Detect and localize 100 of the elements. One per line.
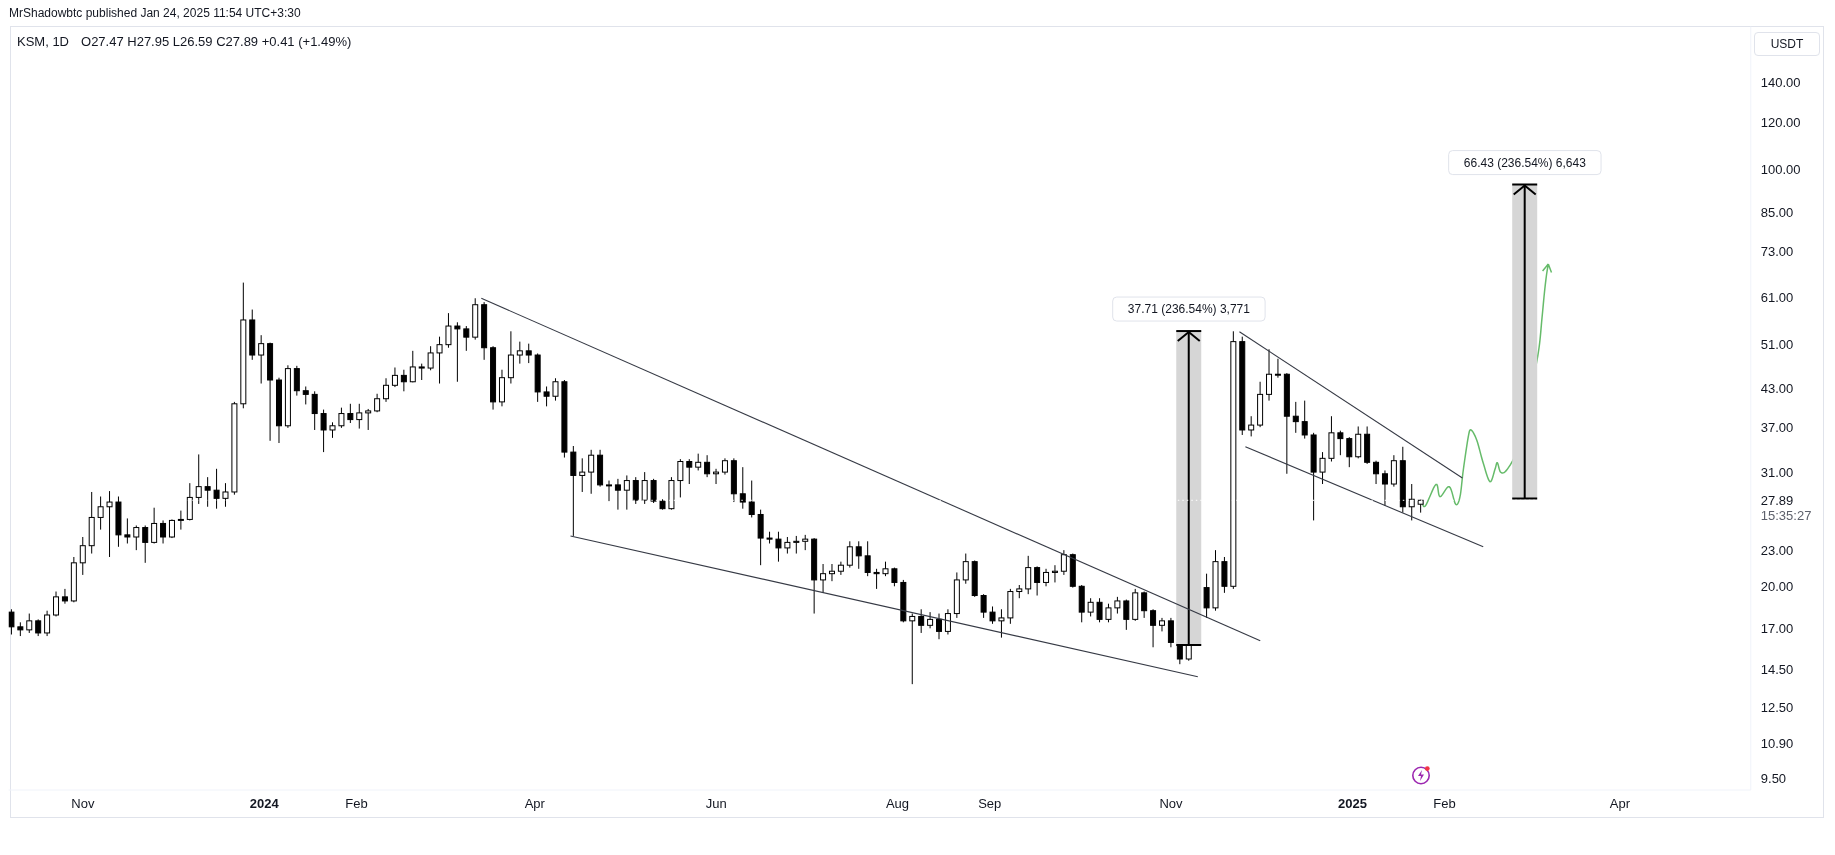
candlestick (1025, 555, 1032, 595)
y-tick-label: 51.00 (1760, 336, 1794, 352)
y-tick-label: 23.00 (1760, 542, 1794, 558)
candlestick (543, 385, 550, 407)
candlestick (704, 454, 711, 478)
candlestick (855, 540, 862, 570)
x-tick-label: Apr (524, 795, 546, 811)
y-tick-label: 14.50 (1760, 661, 1794, 677)
candlestick (677, 458, 684, 498)
candlestick (1292, 401, 1299, 434)
candlestick (507, 330, 514, 385)
y-tick-label: 61.00 (1760, 290, 1794, 306)
candlestick (356, 403, 363, 430)
candlestick (320, 409, 327, 453)
candlestick (909, 613, 916, 685)
candlestick (1150, 608, 1157, 648)
candlestick (213, 468, 220, 510)
candlestick (26, 613, 33, 634)
candlestick (1373, 460, 1380, 485)
y-tick-label: 100.00 (1760, 162, 1801, 178)
candlestick (44, 610, 51, 637)
candlestick (400, 369, 407, 392)
annotation: 37.71 (236.54%) 3,771 (1127, 302, 1251, 317)
x-tick-label: 2024 (249, 795, 280, 811)
candlestick (1034, 565, 1041, 597)
candlestick (383, 377, 390, 403)
candlestick (1105, 603, 1112, 623)
candlestick (160, 519, 167, 544)
x-tick-label: Feb (345, 795, 368, 811)
candlestick (775, 531, 782, 563)
y-tick-label: 12.50 (1760, 700, 1794, 716)
candlestick (980, 593, 987, 619)
candlestick (347, 403, 354, 424)
candlestick (998, 608, 1005, 639)
candlestick (1274, 358, 1281, 379)
candlestick (1203, 573, 1210, 619)
candlestick (151, 507, 158, 544)
candlestick (258, 334, 265, 385)
candlestick (1123, 599, 1130, 631)
y-tick-label: 37.00 (1760, 419, 1794, 435)
candlestick (311, 390, 318, 431)
candlestick (614, 478, 621, 511)
candlestick (632, 476, 639, 505)
candlestick (124, 517, 131, 544)
candlestick (177, 510, 184, 531)
x-tick-label: 2025 (1337, 795, 1367, 811)
candlestick (204, 476, 211, 508)
y-tick-label: 10.90 (1760, 735, 1794, 751)
candlestick (463, 325, 470, 352)
candlestick (338, 407, 345, 429)
y-tick-label: 43.00 (1760, 380, 1794, 396)
candlestick (454, 321, 461, 383)
y-tick-label: 120.00 (1760, 115, 1801, 131)
candlestick (79, 536, 86, 576)
candlestick (1355, 425, 1362, 459)
candlestick (936, 613, 943, 640)
candlestick (748, 480, 755, 518)
candlestick (1141, 591, 1148, 619)
candlestick (820, 563, 827, 594)
candlestick (864, 540, 871, 577)
text: 15:35:27 (1760, 507, 1812, 523)
candlestick (293, 365, 300, 397)
candlestick (445, 312, 452, 349)
text: O27.47 H27.95 L26.59 C27.89 +0.41 (+1.49%) (81, 34, 352, 49)
candlestick (436, 336, 443, 385)
candlestick (525, 343, 532, 364)
candlestick (918, 608, 925, 634)
candlestick (409, 350, 416, 383)
candlestick (962, 553, 969, 585)
x-tick-label: Apr (1609, 795, 1631, 811)
candlestick (1301, 400, 1308, 440)
x-tick-label: Feb (1433, 795, 1456, 811)
candlestick (1158, 617, 1165, 632)
x-tick-label: Nov (71, 795, 95, 811)
candlestick (757, 509, 764, 566)
y-tick-label: 140.00 (1760, 75, 1801, 91)
y-tick-label: 73.00 (1760, 243, 1794, 259)
candlestick (552, 377, 559, 402)
candlestick (1266, 348, 1273, 402)
candlestick (1319, 451, 1326, 485)
candlestick (1167, 617, 1174, 648)
candlestick (588, 449, 595, 495)
candlestick (686, 458, 693, 485)
candlestick (365, 408, 372, 431)
y-tick-label: 17.00 (1760, 620, 1794, 636)
text: MrShadowbtc published Jan 24, 2025 11:54 UTC+3:30 (9, 6, 301, 20)
candlestick (1096, 597, 1103, 623)
candlestick (1060, 549, 1067, 576)
y-tick-label: 9.50 (1760, 771, 1787, 787)
candlestick (713, 468, 720, 485)
candlestick (1346, 436, 1353, 468)
candlestick (739, 466, 746, 510)
candlestick (516, 341, 523, 365)
x-tick-label: Aug (885, 795, 910, 811)
x-tick-label: Sep (978, 795, 1002, 811)
candlestick (391, 367, 398, 388)
candlestick (579, 457, 586, 493)
candlestick (142, 524, 149, 564)
candlestick (650, 478, 657, 504)
candlestick (1087, 597, 1094, 617)
